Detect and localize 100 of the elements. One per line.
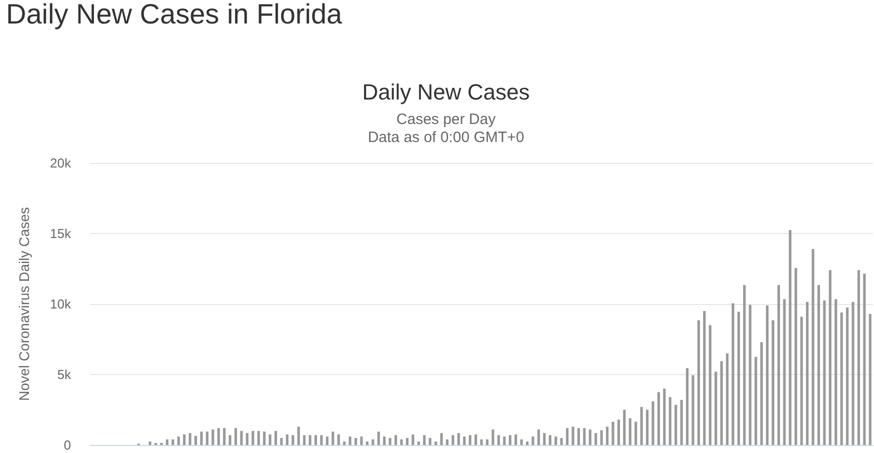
- bar: [400, 439, 403, 445]
- bar: [377, 432, 380, 445]
- bar: [286, 434, 288, 445]
- bar: [548, 435, 552, 445]
- bar: [177, 436, 180, 445]
- bar: [292, 435, 294, 445]
- bar: [697, 320, 700, 445]
- bar: [474, 434, 478, 445]
- bar: [846, 308, 849, 445]
- bar: [834, 299, 838, 445]
- bar: [686, 368, 689, 445]
- bar: [640, 406, 643, 445]
- bar: [228, 435, 232, 445]
- bar: [806, 302, 809, 445]
- bar: [794, 268, 798, 445]
- bar: [532, 436, 534, 445]
- bar: [280, 438, 283, 445]
- bar: [737, 312, 740, 445]
- bar: [486, 439, 488, 445]
- bar: [634, 422, 638, 445]
- bar: [868, 314, 872, 445]
- bar: [428, 438, 432, 445]
- bar: [800, 316, 803, 445]
- bar: [240, 430, 243, 445]
- bar: [314, 435, 318, 445]
- bar: [412, 434, 414, 445]
- bar: [234, 428, 238, 445]
- chart-title: Daily New Cases in Florida: [6, 0, 343, 30]
- bar: [257, 430, 260, 445]
- bar: [852, 302, 854, 445]
- bar: [206, 432, 208, 445]
- bar: [652, 401, 654, 445]
- bar: [617, 420, 620, 445]
- bar: [560, 438, 563, 445]
- text: Cases per Day: [396, 111, 496, 128]
- bar: [183, 434, 186, 445]
- bar: [772, 320, 774, 445]
- bar: [503, 436, 506, 445]
- bar: [594, 433, 598, 445]
- bar: [748, 304, 752, 445]
- bar: [788, 230, 792, 445]
- bar: [703, 311, 706, 445]
- bar: [492, 429, 494, 445]
- bar: [668, 397, 672, 445]
- bar: [440, 433, 443, 445]
- bar: [308, 435, 312, 445]
- bar: [468, 435, 472, 445]
- bar: [777, 284, 780, 445]
- bar: [823, 300, 826, 445]
- bar: [828, 270, 832, 445]
- bar: [857, 270, 860, 445]
- bar: [566, 428, 569, 445]
- bar: [577, 428, 580, 445]
- bar: [172, 439, 174, 445]
- bar: [452, 435, 454, 445]
- bar: [200, 432, 203, 445]
- bar: [166, 439, 168, 445]
- chart-subtitle: Daily New Cases: [362, 80, 530, 104]
- bar: [554, 436, 558, 445]
- text: Data as of 0:00 GMT+0: [368, 129, 524, 146]
- bar: [743, 284, 746, 445]
- bar: [212, 429, 214, 445]
- bar: [766, 305, 769, 445]
- bar: [628, 418, 632, 445]
- bar: [537, 429, 540, 445]
- bar: [572, 426, 574, 445]
- bar: [268, 434, 272, 445]
- bar: [497, 435, 500, 445]
- bar: [680, 400, 683, 445]
- y-tick-label: 0: [64, 438, 71, 452]
- bar: [692, 375, 694, 445]
- y-tick-label: 15k: [50, 226, 72, 241]
- bar: [297, 426, 300, 445]
- y-tick-label: 20k: [50, 156, 72, 170]
- bar: [840, 312, 843, 445]
- bar: [754, 356, 758, 445]
- bar: [446, 439, 448, 445]
- bar: [663, 388, 666, 445]
- bar: [720, 361, 723, 445]
- bar: [600, 430, 603, 445]
- bar: [366, 441, 368, 445]
- bar: [354, 438, 358, 445]
- bar: [732, 303, 734, 445]
- bar: [217, 428, 220, 445]
- y-tick-label: 10k: [50, 296, 72, 312]
- bar: [588, 429, 592, 445]
- bar: [343, 441, 346, 445]
- y-axis-title: Novel Coronavirus Daily Cases: [16, 207, 32, 401]
- bar: [508, 435, 512, 445]
- bar: [708, 325, 712, 445]
- bar: [612, 422, 614, 445]
- bar: [246, 433, 248, 445]
- y-tick-label: 5k: [57, 367, 72, 382]
- bar: [623, 410, 626, 445]
- bar: [320, 435, 323, 445]
- bar: [434, 441, 438, 445]
- bar: [252, 430, 254, 445]
- bar: [372, 439, 374, 445]
- bar: [326, 436, 328, 445]
- bar: [383, 436, 386, 445]
